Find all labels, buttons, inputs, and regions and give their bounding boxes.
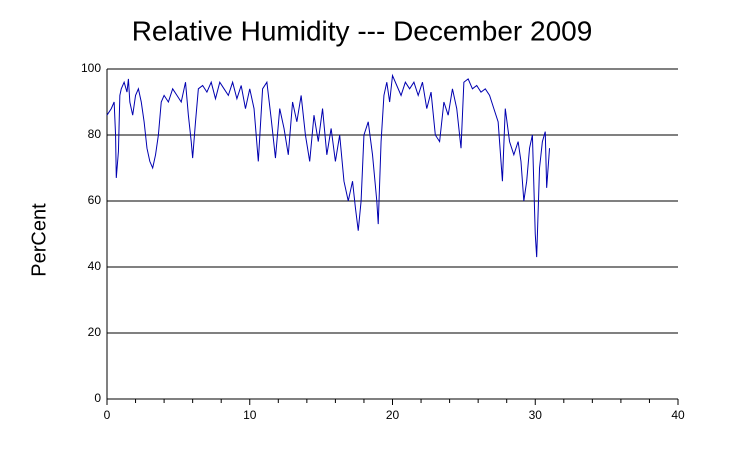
y-tick-label: 0 xyxy=(94,391,101,405)
y-tick-label: 80 xyxy=(88,127,102,141)
chart-title: Relative Humidity --- December 2009 xyxy=(132,15,593,46)
x-tick-label: 10 xyxy=(243,408,257,422)
line-series xyxy=(106,73,551,258)
x-tick-label: 20 xyxy=(386,408,400,422)
y-tick-label: 20 xyxy=(88,325,102,339)
y-tick-label: 40 xyxy=(88,259,102,273)
x-tick-label: 0 xyxy=(104,408,111,422)
x-tick-label: 30 xyxy=(529,408,543,422)
y-tick-label: 60 xyxy=(88,193,102,207)
x-tick-label: 40 xyxy=(671,408,685,422)
y-axis-label: PerCent xyxy=(28,203,50,277)
y-tick-label: 100 xyxy=(81,61,101,75)
